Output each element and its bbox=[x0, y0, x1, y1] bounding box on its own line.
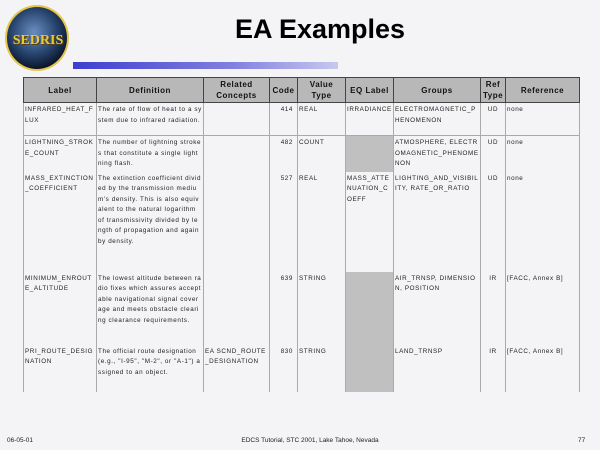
cell-eq-label: MASS_ATTENUATION_COEFF bbox=[345, 171, 394, 272]
cell-definition: The rate of flow of heat to a system due… bbox=[96, 102, 204, 136]
cell-code: 414 bbox=[269, 102, 298, 136]
cell-groups: ATMOSPHERE, ELECTROMAGNETIC_PHENOMENON bbox=[393, 135, 481, 172]
cell-reference: [FACC, Annex B] bbox=[505, 344, 580, 392]
cell-code: 527 bbox=[269, 171, 298, 272]
column-header: Definition bbox=[96, 77, 204, 103]
logo-text: SEDRIS bbox=[12, 33, 64, 48]
table-row: MINIMUM_ENROUTE_ALTITUDE The lowest altit… bbox=[23, 271, 580, 345]
cell-ref-type: UD bbox=[480, 171, 506, 272]
cell-reference: [FACC, Annex B] bbox=[505, 271, 580, 345]
page-number: 77 bbox=[578, 437, 586, 444]
cell-definition: The number of lightning strokes that con… bbox=[96, 135, 204, 172]
cell-ref-type: IR bbox=[480, 271, 506, 345]
cell-value-type: STRING bbox=[297, 344, 346, 392]
cell-reference: none bbox=[505, 135, 580, 172]
cell-label: MASS_EXTINCTION_COEFFICIENT bbox=[23, 171, 97, 272]
footer-date: 06-05-01 bbox=[7, 437, 34, 444]
table-row: PRI_ROUTE_DESIGNATION The official route … bbox=[23, 344, 580, 392]
cell-groups: AIR_TRNSP, DIMENSION, POSITION bbox=[393, 271, 481, 345]
cell-reference: none bbox=[505, 171, 580, 272]
page-title: EA Examples bbox=[234, 14, 406, 44]
cell-value-type: REAL bbox=[297, 102, 346, 136]
cell-label: INFRARED_HEAT_FLUX bbox=[23, 102, 97, 136]
sedris-logo: SEDRIS bbox=[5, 5, 69, 71]
column-header: Code bbox=[269, 77, 298, 103]
column-header: Groups bbox=[393, 77, 481, 103]
cell-label: LIGHTNING_STROKE_COUNT bbox=[23, 135, 97, 172]
title-underline-bar bbox=[73, 62, 338, 69]
cell-ref-type: UD bbox=[480, 135, 506, 172]
cell-code: 830 bbox=[269, 344, 298, 392]
table-header-row: Label Definition Related Concepts Code Value… bbox=[23, 77, 580, 103]
cell-related bbox=[203, 171, 270, 272]
cell-groups: LIGHTING_AND_VISIBILITY, RATE_OR_RATIO bbox=[393, 171, 481, 272]
cell-eq-label bbox=[345, 135, 394, 172]
cell-eq-label bbox=[345, 271, 394, 345]
column-header: Reference bbox=[505, 77, 580, 103]
cell-reference: none bbox=[505, 102, 580, 136]
cell-definition: The official route designation (e.g., "I… bbox=[96, 344, 204, 392]
cell-eq-label bbox=[345, 344, 394, 392]
cell-groups: LAND_TRNSP bbox=[393, 344, 481, 392]
cell-related bbox=[203, 135, 270, 172]
column-header: Ref Type bbox=[480, 77, 506, 103]
cell-related bbox=[203, 102, 270, 136]
column-header: Related Concepts bbox=[203, 77, 270, 103]
table-row: INFRARED_HEAT_FLUX The rate of flow of he… bbox=[23, 102, 580, 136]
table-row: LIGHTNING_STROKE_COUNT The number of ligh… bbox=[23, 135, 580, 172]
cell-definition: The extinction coefficient divided by th… bbox=[96, 171, 204, 272]
cell-code: 482 bbox=[269, 135, 298, 172]
ea-table: Label Definition Related Concepts Code Value… bbox=[23, 77, 580, 392]
cell-value-type: STRING bbox=[297, 271, 346, 345]
cell-label: PRI_ROUTE_DESIGNATION bbox=[23, 344, 97, 392]
cell-eq-label: IRRADIANCE bbox=[345, 102, 394, 136]
cell-groups: ELECTROMAGNETIC_PHENOMENON bbox=[393, 102, 481, 136]
column-header: EQ Label bbox=[345, 77, 394, 103]
column-header: Value Type bbox=[297, 77, 346, 103]
cell-related: EA SCND_ROUTE_DESIGNATION bbox=[203, 344, 270, 392]
cell-definition: The lowest altitude between radio fixes … bbox=[96, 271, 204, 345]
cell-ref-type: UD bbox=[480, 102, 506, 136]
cell-related bbox=[203, 271, 270, 345]
cell-ref-type: IR bbox=[480, 344, 506, 392]
cell-code: 639 bbox=[269, 271, 298, 345]
table-row: MASS_EXTINCTION_COEFFICIENT The extinctio… bbox=[23, 171, 580, 272]
cell-value-type: REAL bbox=[297, 171, 346, 272]
cell-value-type: COUNT bbox=[297, 135, 346, 172]
footer-title: EDCS Tutorial, STC 2001, Lake Tahoe, Nev… bbox=[241, 437, 379, 444]
cell-label: MINIMUM_ENROUTE_ALTITUDE bbox=[23, 271, 97, 345]
column-header: Label bbox=[23, 77, 97, 103]
